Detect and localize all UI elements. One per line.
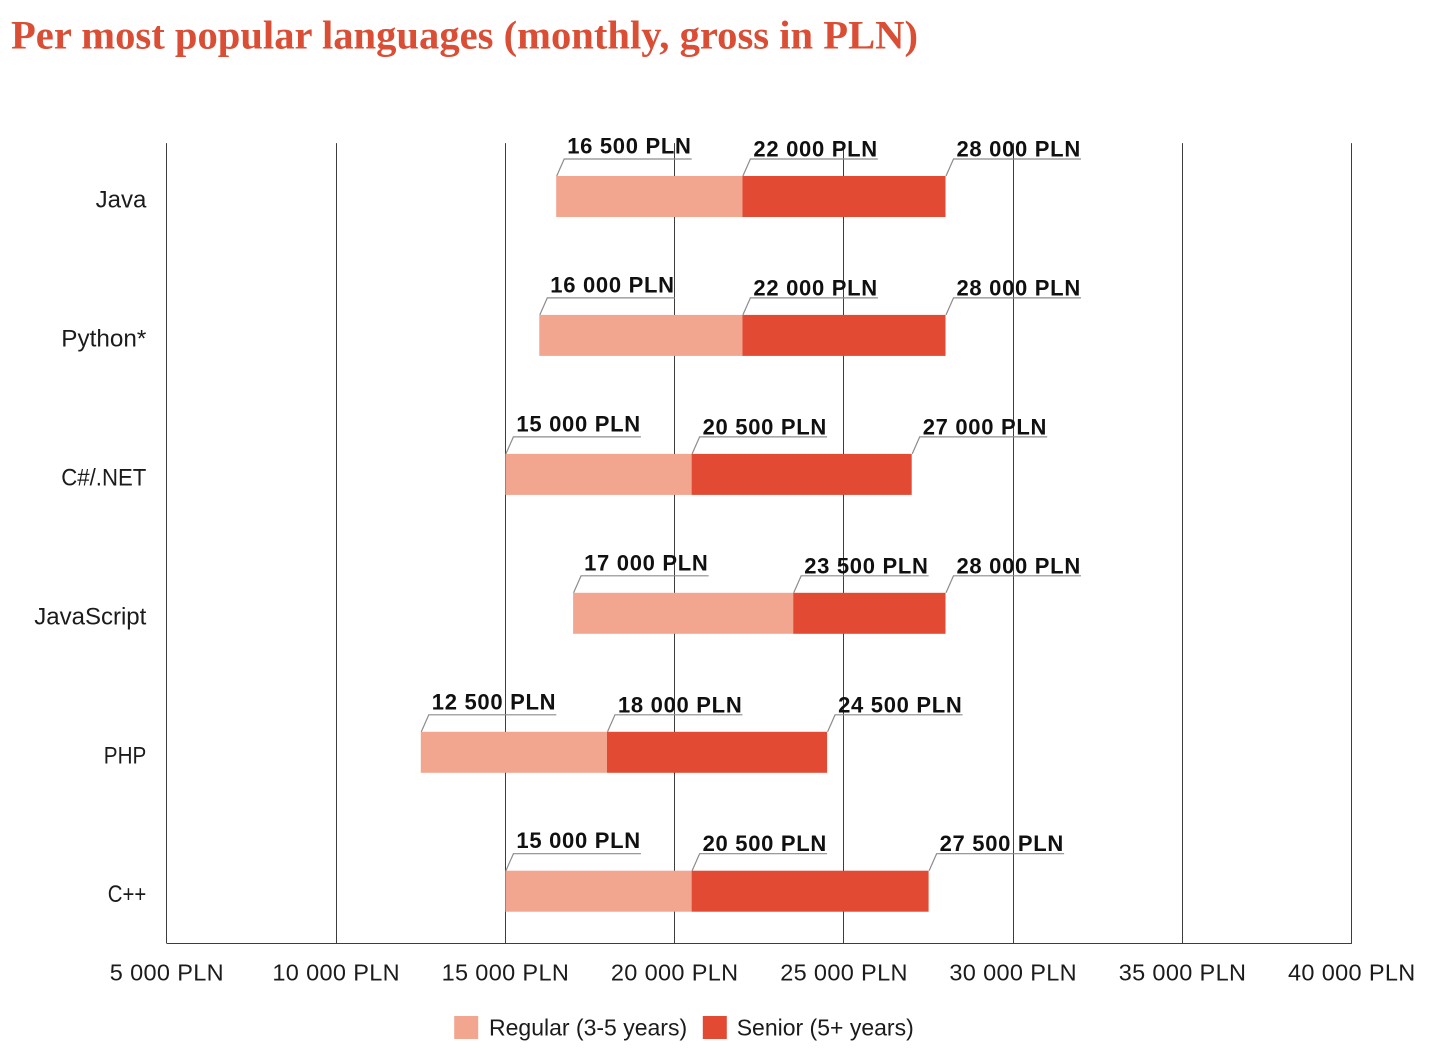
svg-text:24 500 PLN: 24 500 PLN (838, 692, 962, 717)
svg-text:20 500 PLN: 20 500 PLN (703, 831, 827, 856)
svg-text:PHP: PHP (104, 742, 147, 769)
svg-text:22 000 PLN: 22 000 PLN (753, 137, 877, 162)
svg-text:35 000 PLN: 35 000 PLN (1119, 960, 1247, 986)
svg-text:18 000 PLN: 18 000 PLN (618, 692, 742, 717)
svg-text:C++: C++ (108, 881, 147, 908)
svg-text:16 500 PLN: 16 500 PLN (567, 134, 691, 159)
svg-text:17 000 PLN: 17 000 PLN (584, 550, 708, 575)
svg-text:C#/.NET: C#/.NET (61, 464, 146, 491)
svg-text:28 000 PLN: 28 000 PLN (957, 275, 1081, 300)
svg-text:Regular (3-5 years): Regular (3-5 years) (489, 1015, 687, 1041)
svg-text:Java: Java (96, 187, 147, 214)
svg-text:27 500 PLN: 27 500 PLN (940, 831, 1064, 856)
svg-text:10 000 PLN: 10 000 PLN (272, 960, 400, 986)
svg-text:Python*: Python* (61, 325, 146, 352)
svg-text:JavaScript: JavaScript (34, 603, 146, 630)
svg-text:28 000 PLN: 28 000 PLN (957, 137, 1081, 162)
svg-text:20 500 PLN: 20 500 PLN (703, 414, 827, 439)
svg-text:25 000 PLN: 25 000 PLN (780, 960, 908, 986)
svg-text:16 000 PLN: 16 000 PLN (550, 272, 674, 297)
svg-text:15 000 PLN: 15 000 PLN (516, 411, 640, 436)
svg-text:Senior (5+ years): Senior (5+ years) (737, 1015, 914, 1041)
svg-text:Per most popular languages (mo: Per most popular languages (monthly, gro… (11, 13, 918, 58)
svg-text:15 000 PLN: 15 000 PLN (442, 960, 570, 986)
svg-text:15 000 PLN: 15 000 PLN (516, 828, 640, 853)
svg-text:30 000 PLN: 30 000 PLN (949, 960, 1077, 986)
svg-text:28 000 PLN: 28 000 PLN (957, 553, 1081, 578)
svg-text:40 000 PLN: 40 000 PLN (1288, 960, 1416, 986)
svg-text:22 000 PLN: 22 000 PLN (753, 275, 877, 300)
svg-text:5 000 PLN: 5 000 PLN (110, 960, 224, 986)
svg-text:12 500 PLN: 12 500 PLN (432, 689, 556, 714)
svg-text:27 000 PLN: 27 000 PLN (923, 414, 1047, 439)
svg-text:23 500 PLN: 23 500 PLN (804, 553, 928, 578)
svg-text:20 000 PLN: 20 000 PLN (611, 960, 739, 986)
